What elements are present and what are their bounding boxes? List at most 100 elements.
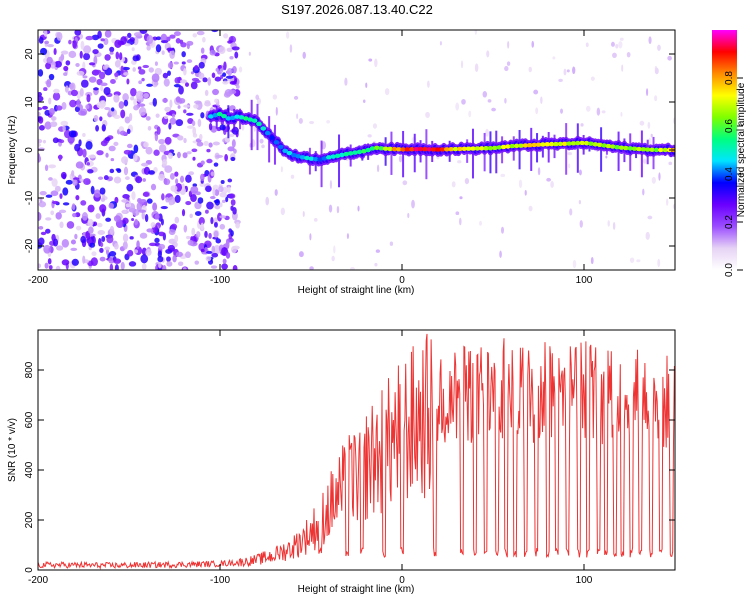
noise-blob xyxy=(205,209,209,214)
faint-blob xyxy=(578,200,582,205)
noise-blob xyxy=(224,153,228,162)
noise-blob xyxy=(108,251,117,257)
faint-blob xyxy=(578,169,582,176)
faint-blob xyxy=(621,64,624,72)
ridge-core xyxy=(282,148,288,153)
noise-blob xyxy=(79,87,84,97)
noise-blob xyxy=(80,79,89,88)
spectrogram-ylabel: Frequency (Hz) xyxy=(7,116,18,185)
snr-panel: -200 -100 0 100 0 200 400 600 800 Height of stra… xyxy=(7,329,676,595)
snr-ytick-label: 0 xyxy=(24,567,35,573)
faint-blob xyxy=(407,212,410,219)
noise-blob xyxy=(146,83,153,87)
faint-blob xyxy=(389,241,394,246)
snr-xtick-label: -200 xyxy=(28,575,48,586)
noise-blob xyxy=(62,187,69,196)
noise-blob xyxy=(174,171,179,177)
noise-blob xyxy=(135,176,143,184)
noise-blob xyxy=(214,221,218,228)
noise-blob xyxy=(62,202,70,206)
noise-blob xyxy=(175,178,179,185)
ridge-core xyxy=(426,147,433,152)
noise-blob xyxy=(113,243,119,250)
noise-blob xyxy=(87,204,95,213)
noise-blob xyxy=(38,263,42,269)
faint-blob xyxy=(313,217,318,222)
ridge-core xyxy=(662,147,668,153)
noise-blob xyxy=(228,89,237,95)
faint-blob xyxy=(261,144,265,149)
noise-blob xyxy=(126,128,131,134)
noise-blob xyxy=(99,82,108,87)
noise-blob xyxy=(109,263,114,270)
ridge-core xyxy=(596,142,603,148)
faint-blob xyxy=(500,226,505,234)
noise-blob xyxy=(104,136,111,142)
faint-blob xyxy=(368,58,373,62)
noise-blob xyxy=(80,200,87,206)
faint-blob xyxy=(459,217,462,226)
noise-blob xyxy=(70,247,78,252)
ridge-core xyxy=(561,141,568,146)
noise-blob xyxy=(42,139,47,144)
noise-blob xyxy=(175,119,184,127)
noise-blob xyxy=(183,137,187,144)
noise-blob xyxy=(186,125,195,129)
noise-blob xyxy=(198,61,205,69)
noise-blob xyxy=(38,125,45,131)
noise-blob xyxy=(61,101,67,110)
noise-blob xyxy=(133,105,139,111)
noise-blob xyxy=(183,109,187,114)
ridge-core xyxy=(299,155,306,160)
noise-blob xyxy=(154,67,163,76)
faint-blob xyxy=(372,123,378,129)
noise-blob xyxy=(56,245,64,251)
noise-blob xyxy=(228,228,232,233)
ridge-core xyxy=(535,142,542,147)
faint-blob xyxy=(668,161,673,166)
ridge-core xyxy=(614,144,620,150)
noise-blob xyxy=(178,98,186,104)
noise-blob xyxy=(129,236,134,240)
noise-blob xyxy=(185,251,191,259)
faint-blob xyxy=(259,138,264,144)
ridge-core xyxy=(649,147,655,152)
noise-blob xyxy=(173,83,181,88)
noise-blob xyxy=(228,133,235,138)
snr-line xyxy=(37,333,675,570)
faint-blob xyxy=(293,95,299,100)
noise-blob xyxy=(97,176,104,180)
ridge-core xyxy=(277,144,284,150)
ridge-core xyxy=(208,114,214,119)
noise-blob xyxy=(192,133,198,138)
noise-blob xyxy=(118,101,125,109)
ridge-core xyxy=(247,117,254,122)
noise-blob xyxy=(88,154,96,159)
noise-blob xyxy=(169,50,176,59)
noise-blob xyxy=(142,178,146,182)
noise-blob xyxy=(120,36,127,45)
noise-blob xyxy=(44,121,52,130)
faint-blob xyxy=(580,123,584,127)
faint-blob xyxy=(248,51,251,56)
noise-blob xyxy=(228,193,236,199)
ridge-core xyxy=(439,147,446,152)
noise-blob xyxy=(50,121,58,128)
snr-ylabel: SNR (10 * v/v) xyxy=(7,418,18,482)
noise-blob xyxy=(231,46,240,51)
noise-blob xyxy=(227,146,235,152)
ridge-core xyxy=(404,147,411,152)
faint-blob xyxy=(375,249,381,253)
noise-blob xyxy=(148,242,157,247)
spectrogram-content xyxy=(38,30,675,270)
ridge-core xyxy=(640,147,647,152)
noise-blob xyxy=(88,62,96,66)
noise-blob xyxy=(199,182,206,187)
noise-blob xyxy=(145,248,152,256)
noise-blob xyxy=(98,71,106,80)
noise-blob xyxy=(169,172,175,180)
ridge-core xyxy=(343,151,350,157)
noise-blob xyxy=(162,72,169,79)
noise-blob xyxy=(78,110,87,116)
